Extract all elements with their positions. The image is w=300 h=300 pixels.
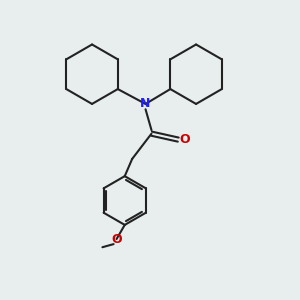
Text: O: O — [111, 232, 122, 246]
Text: N: N — [140, 98, 151, 110]
Text: O: O — [179, 133, 190, 146]
